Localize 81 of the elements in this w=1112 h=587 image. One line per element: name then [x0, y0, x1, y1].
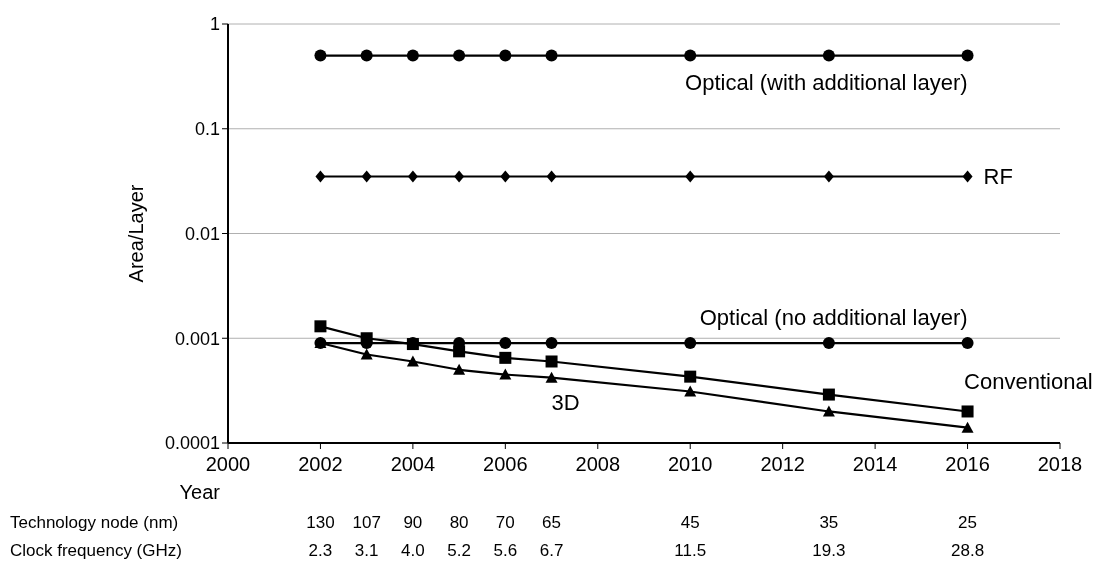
text: 70: [494, 513, 516, 533]
point: [545, 49, 558, 62]
point: [961, 49, 974, 62]
y-tick-label: 0.001: [174, 328, 220, 349]
text: Clock frequency (GHz): [10, 541, 182, 561]
text: 5.6: [492, 541, 519, 561]
text: 11.5: [673, 541, 708, 561]
point: [453, 345, 466, 358]
y-tick-label: 0.0001: [164, 433, 220, 454]
y-tick-label: 1: [209, 14, 220, 35]
point: [407, 170, 418, 183]
x-axis-title: Year: [178, 481, 220, 504]
point: [406, 49, 419, 62]
text: Technology node (nm): [10, 513, 179, 533]
point: [961, 421, 974, 433]
text: 90: [402, 513, 424, 533]
x-tick-label: 2018: [1037, 453, 1083, 476]
text: 28.8: [950, 541, 986, 561]
point: [499, 351, 512, 364]
text: 35: [818, 513, 840, 533]
point: [961, 405, 974, 418]
series-label: Conventional: [964, 369, 1093, 395]
point: [454, 170, 465, 183]
point: [360, 348, 373, 360]
point: [961, 337, 974, 350]
text: 130: [305, 513, 336, 533]
y-axis-title: Area/Layer: [125, 184, 148, 283]
point: [545, 355, 558, 368]
point: [684, 337, 697, 350]
text: 25: [957, 513, 978, 533]
series-label: Optical (with additional layer): [685, 69, 968, 95]
x-tick-label: 2006: [483, 453, 528, 476]
text: 5.2: [446, 541, 472, 561]
point: [500, 170, 511, 183]
point: [823, 170, 834, 183]
point: [822, 49, 835, 62]
text: 3.1: [353, 541, 380, 561]
y-tick-label: 0.1: [194, 119, 220, 140]
point: [406, 355, 419, 367]
series-label: 3D: [551, 389, 580, 415]
y-tick-label: 0.01: [184, 223, 220, 244]
x-tick-label: 2008: [575, 453, 621, 476]
x-tick-label: 2000: [205, 453, 251, 476]
series-label: Optical (no additional layer): [699, 305, 968, 331]
x-tick-label: 2010: [667, 453, 713, 476]
x-tick-label: 2004: [390, 453, 436, 476]
point: [962, 170, 973, 183]
point: [453, 363, 466, 375]
text: 45: [679, 513, 701, 533]
point: [499, 368, 512, 380]
point: [314, 320, 327, 333]
series-label: RF: [983, 163, 1013, 189]
x-tick-label: 2014: [852, 453, 898, 476]
point: [546, 170, 557, 183]
text: 2.3: [307, 541, 334, 561]
point: [314, 49, 327, 62]
point: [822, 388, 835, 401]
point: [822, 405, 835, 417]
point: [453, 49, 466, 62]
point: [360, 49, 373, 62]
point: [360, 332, 373, 345]
point: [685, 170, 696, 183]
text: 19.3: [811, 541, 847, 561]
point: [499, 49, 512, 62]
point: [499, 337, 512, 350]
x-tick-label: 2012: [760, 453, 805, 476]
text: 4.0: [400, 541, 426, 561]
point: [684, 370, 697, 383]
text: 65: [541, 513, 562, 533]
point: [822, 337, 835, 350]
text: 6.7: [538, 541, 565, 561]
point: [684, 385, 697, 397]
x-tick-label: 2002: [298, 453, 343, 476]
point: [315, 170, 326, 183]
point: [684, 49, 697, 62]
x-tick-label: 2016: [945, 453, 990, 476]
point: [545, 371, 558, 383]
text: 107: [351, 513, 382, 533]
point: [361, 170, 372, 183]
point: [545, 337, 558, 350]
text: 80: [448, 513, 470, 533]
